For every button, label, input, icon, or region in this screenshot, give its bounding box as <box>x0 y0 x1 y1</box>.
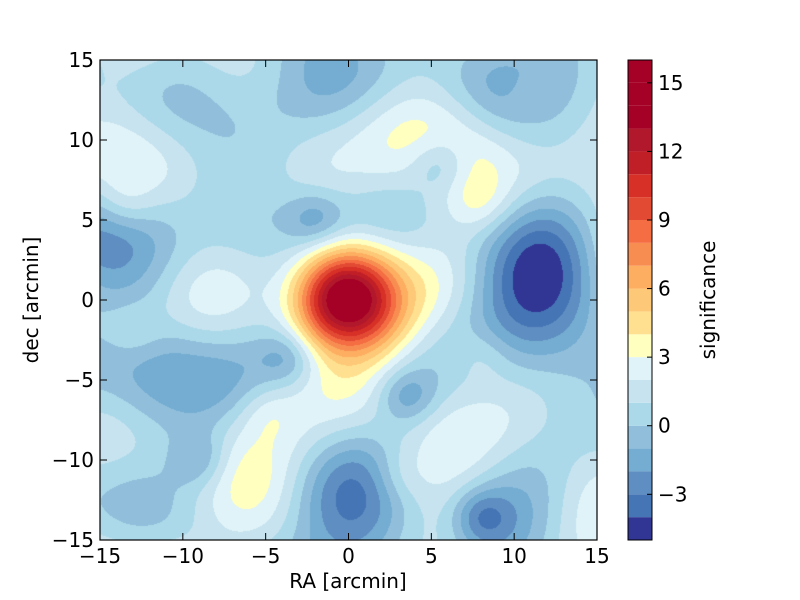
colorbar-tick-label: 3 <box>658 345 671 369</box>
colorbar-band <box>628 402 652 426</box>
y-axis-label: dec [arcmin] <box>19 237 43 364</box>
colorbar-band <box>628 334 652 358</box>
colorbar-band <box>628 448 652 472</box>
colorbar-band <box>628 151 652 175</box>
colorbar-tick-label: 0 <box>658 414 671 438</box>
x-tick-label: 10 <box>501 544 526 568</box>
colorbar-band <box>628 357 652 380</box>
plot-area <box>99 59 598 541</box>
colorbar-band <box>628 60 652 83</box>
x-tick-label: 15 <box>584 544 609 568</box>
colorbar-tick-label: 6 <box>658 277 671 301</box>
colorbar-tick-label: 12 <box>658 139 683 163</box>
colorbar-band <box>628 517 652 540</box>
y-tick-label: −10 <box>52 448 94 472</box>
colorbar-label: significance <box>696 241 720 360</box>
y-tick-label: 10 <box>69 128 94 152</box>
x-tick-label: 0 <box>342 544 355 568</box>
contour-map <box>100 60 597 540</box>
y-tick-label: 15 <box>69 48 94 72</box>
x-tick-label: −5 <box>251 544 280 568</box>
colorbar-frame <box>627 59 653 541</box>
colorbar-bands <box>628 60 652 540</box>
colorbar-band <box>628 82 652 106</box>
x-tick-label: −15 <box>79 544 121 568</box>
y-tick-label: −15 <box>52 528 94 552</box>
y-tick-label: −5 <box>65 368 94 392</box>
colorbar-band <box>628 471 652 495</box>
colorbar-band <box>628 494 652 518</box>
colorbar-band <box>628 380 652 403</box>
colorbar-band <box>628 128 652 152</box>
colorbar-tick-label: 15 <box>658 71 683 95</box>
colorbar-tick-label: −3 <box>658 482 687 506</box>
colorbar-band <box>628 265 652 289</box>
colorbar-band <box>628 220 652 243</box>
contour-canvas <box>100 60 597 540</box>
colorbar: −3 0 3 6 9 12 15 significance <box>627 59 720 541</box>
x-axis: −15 −10 −5 0 5 10 15 <box>79 60 610 568</box>
colorbar-ticks: −3 0 3 6 9 12 15 <box>647 71 687 506</box>
colorbar-tick-label: 9 <box>658 208 671 232</box>
colorbar-band <box>628 174 652 198</box>
y-tick-label: 5 <box>81 208 94 232</box>
x-tick-label: 5 <box>425 544 438 568</box>
colorbar-band <box>628 288 652 312</box>
x-tick-label: −10 <box>162 544 204 568</box>
y-tick-label: 0 <box>81 288 94 312</box>
colorbar-band <box>628 425 652 449</box>
colorbar-band <box>628 197 652 220</box>
colorbar-band <box>628 311 652 335</box>
colorbar-band <box>628 242 652 266</box>
x-axis-label: RA [arcmin] <box>289 569 406 593</box>
y-axis: −15 −10 −5 0 5 10 15 <box>52 48 597 552</box>
colorbar-band <box>628 105 652 129</box>
